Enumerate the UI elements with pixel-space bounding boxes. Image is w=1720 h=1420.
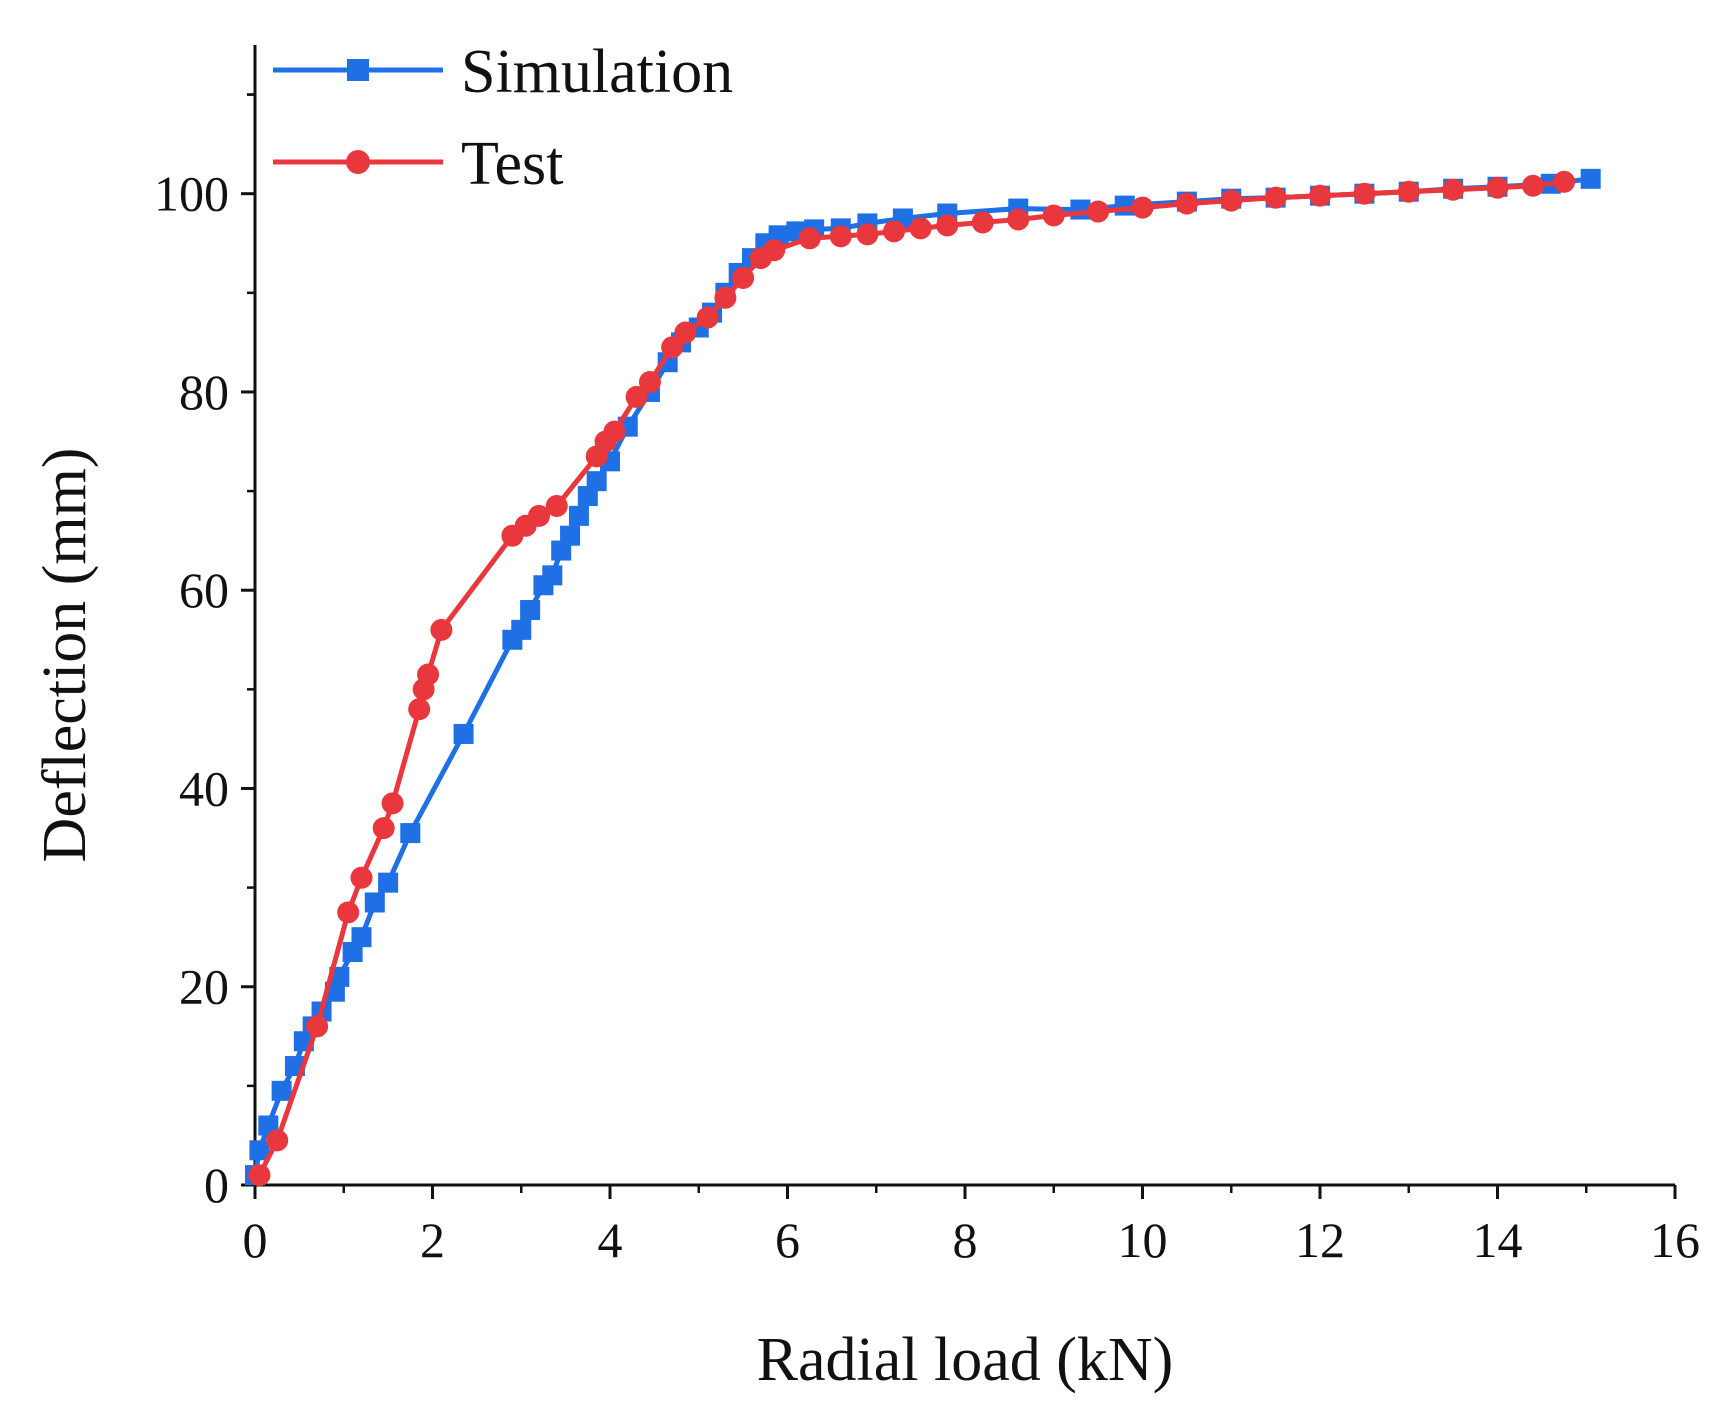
data-point-simulation <box>249 1140 270 1161</box>
series-simulation <box>245 168 1601 1186</box>
x-tick-label: 2 <box>420 1212 445 1268</box>
data-point-simulation <box>364 892 385 913</box>
series-line-simulation <box>252 176 1592 1176</box>
y-tick-label: 0 <box>204 1157 229 1213</box>
data-point-test <box>1264 186 1287 209</box>
y-tick-label: 100 <box>154 166 229 222</box>
data-point-test <box>714 286 737 309</box>
data-point-test <box>883 220 905 243</box>
data-point-simulation <box>1580 168 1601 189</box>
legend-label-test: Test <box>461 130 563 198</box>
series-layer <box>245 168 1601 1187</box>
x-tick-label: 8 <box>953 1212 978 1268</box>
x-tick-label: 12 <box>1295 1212 1345 1268</box>
data-point-test <box>266 1129 289 1152</box>
legend-item-test: Test <box>273 130 563 198</box>
y-tick-label: 20 <box>179 959 229 1015</box>
data-point-test <box>661 336 684 359</box>
legend-marker-simulation <box>347 59 369 81</box>
data-point-test <box>1007 208 1030 231</box>
y-tick-label: 60 <box>179 562 229 618</box>
data-point-test <box>1353 182 1376 205</box>
legend-marker-test <box>346 150 370 174</box>
data-point-test <box>763 239 786 262</box>
data-point-test <box>1175 192 1198 215</box>
data-point-test <box>408 698 431 721</box>
data-point-test <box>1397 180 1420 203</box>
data-point-test <box>372 817 395 840</box>
data-point-simulation <box>568 505 589 526</box>
data-point-test <box>417 663 440 686</box>
series-line-test <box>257 179 1565 1177</box>
data-point-test <box>1220 189 1243 212</box>
data-point-test <box>1042 204 1065 227</box>
x-tick-label: 10 <box>1118 1212 1168 1268</box>
series-test <box>248 170 1576 1187</box>
data-point-test <box>798 227 821 250</box>
data-point-simulation <box>520 600 541 621</box>
data-point-simulation <box>400 823 421 844</box>
data-point-test <box>545 494 568 517</box>
data-point-test <box>856 223 879 246</box>
x-axis-label: Radial load (kN) <box>757 1326 1174 1394</box>
data-point-test <box>381 792 404 815</box>
y-tick-label: 80 <box>179 364 229 420</box>
data-point-test <box>674 321 697 344</box>
data-point-simulation <box>586 471 607 492</box>
data-point-simulation <box>560 525 581 546</box>
data-point-test <box>625 385 648 408</box>
data-point-simulation <box>542 565 563 586</box>
data-point-test <box>909 217 932 240</box>
data-point-simulation <box>511 619 532 640</box>
data-point-simulation <box>453 723 474 744</box>
axes: 0 2 4 6 8 10 12 14 16 0 20 40 60 80 100 <box>154 45 1700 1268</box>
data-point-test <box>1131 196 1154 219</box>
data-point-test <box>829 225 852 248</box>
data-point-test <box>1442 178 1465 201</box>
legend-label-simulation: Simulation <box>461 38 733 106</box>
x-tick-label: 16 <box>1650 1212 1700 1268</box>
x-tick-label: 0 <box>243 1212 268 1268</box>
data-point-test <box>603 420 626 443</box>
data-point-test <box>528 504 550 527</box>
legend-item-simulation: Simulation <box>273 38 733 106</box>
y-axis-label: Deflection (mm) <box>31 448 99 863</box>
data-point-test <box>638 371 661 394</box>
x-tick-label: 4 <box>598 1212 623 1268</box>
data-point-simulation <box>378 872 399 893</box>
data-point-test <box>306 1015 329 1038</box>
y-tick-label: 40 <box>179 760 229 816</box>
data-point-test <box>337 901 360 924</box>
data-point-test <box>971 211 994 234</box>
data-point-test <box>350 866 373 889</box>
data-point-simulation <box>271 1080 292 1101</box>
legend: Simulation Test <box>273 38 733 198</box>
data-point-test <box>430 618 453 641</box>
data-point-test <box>1553 170 1576 193</box>
data-point-test <box>936 214 959 237</box>
data-point-test <box>696 306 719 329</box>
data-point-test <box>1087 200 1110 223</box>
data-point-test <box>1309 184 1331 207</box>
x-tick-label: 6 <box>775 1212 800 1268</box>
data-point-simulation <box>351 927 372 948</box>
data-point-test <box>248 1164 271 1187</box>
data-point-test <box>1486 176 1509 199</box>
x-tick-label: 14 <box>1473 1212 1523 1268</box>
data-point-test <box>732 266 755 289</box>
data-point-test <box>1522 174 1544 197</box>
